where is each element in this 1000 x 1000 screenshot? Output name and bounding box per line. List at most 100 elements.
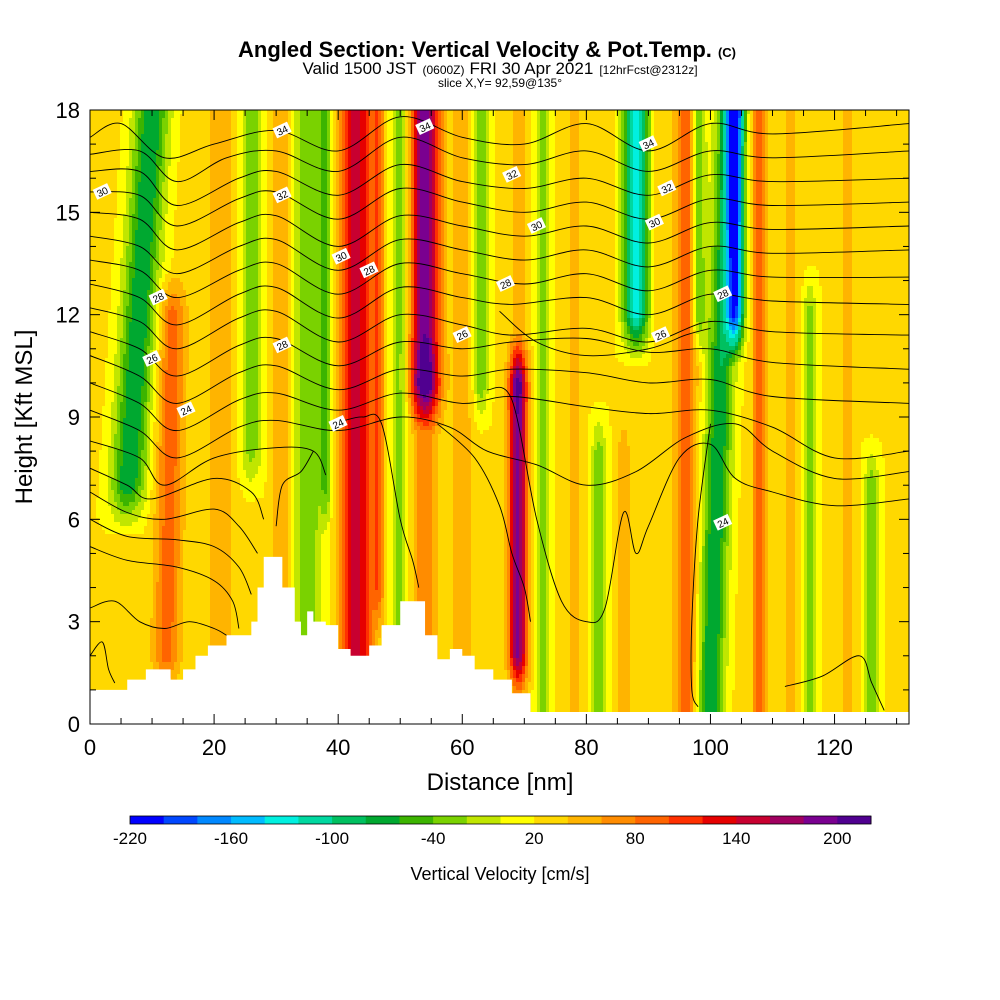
- heatmap-cell: [342, 130, 346, 135]
- heatmap-cell: [558, 118, 562, 123]
- heatmap-cell: [450, 122, 454, 127]
- heatmap-cell: [522, 110, 526, 115]
- heatmap-cell: [540, 122, 544, 127]
- heatmap-cell: [642, 130, 646, 135]
- heatmap-cell: [192, 110, 196, 115]
- heatmap-cell: [522, 118, 526, 123]
- heatmap-cell: [318, 142, 322, 147]
- heatmap-cell: [672, 130, 676, 135]
- heatmap-cell: [822, 126, 826, 131]
- heatmap-cell: [807, 114, 811, 119]
- heatmap-cell: [231, 114, 235, 119]
- heatmap-cell: [435, 122, 439, 127]
- heatmap-cell: [267, 142, 271, 147]
- heatmap-cell: [180, 126, 184, 131]
- heatmap-cell: [546, 122, 550, 127]
- heatmap-cell: [300, 114, 304, 119]
- heatmap-cell: [573, 126, 577, 131]
- heatmap-cell: [144, 138, 148, 143]
- heatmap-cell: [816, 138, 820, 143]
- heatmap-cell: [615, 122, 619, 127]
- heatmap-cell: [246, 126, 250, 131]
- heatmap-cell: [639, 130, 643, 135]
- heatmap-cell: [591, 114, 595, 119]
- heatmap-cell: [741, 130, 745, 135]
- heatmap-cell: [735, 138, 739, 143]
- heatmap-cell: [168, 122, 172, 127]
- heatmap-cell: [633, 126, 637, 131]
- heatmap-cell: [531, 126, 535, 131]
- heatmap-cell: [405, 130, 409, 135]
- heatmap-cell: [402, 118, 406, 123]
- heatmap-cell: [306, 122, 310, 127]
- heatmap-cell: [462, 122, 466, 127]
- heatmap-cell: [873, 122, 877, 127]
- heatmap-cell: [141, 142, 145, 147]
- heatmap-cell: [438, 114, 442, 119]
- heatmap-cell: [186, 142, 190, 147]
- heatmap-cell: [291, 134, 295, 139]
- heatmap-cell: [219, 118, 223, 123]
- heatmap-cell: [477, 130, 481, 135]
- heatmap-cell: [711, 126, 715, 131]
- heatmap-cell: [495, 134, 499, 139]
- subtitle-valid: Valid 1500 JST: [302, 59, 416, 78]
- heatmap-cell: [858, 138, 862, 143]
- heatmap-cell: [450, 118, 454, 123]
- heatmap-cell: [348, 130, 352, 135]
- heatmap-cell: [861, 134, 865, 139]
- heatmap-cell: [876, 138, 880, 143]
- heatmap-cell: [321, 118, 325, 123]
- heatmap-cell: [597, 138, 601, 143]
- heatmap-cell: [267, 110, 271, 115]
- heatmap-cell: [255, 138, 259, 143]
- heatmap-cell: [615, 118, 619, 123]
- heatmap-cell: [774, 126, 778, 131]
- heatmap-cell: [669, 118, 673, 123]
- heatmap-cell: [213, 134, 217, 139]
- heatmap-cell: [717, 134, 721, 139]
- heatmap-cell: [312, 134, 316, 139]
- heatmap-cell: [207, 118, 211, 123]
- heatmap-cell: [561, 138, 565, 143]
- heatmap-cell: [393, 142, 397, 147]
- heatmap-cell: [321, 110, 325, 115]
- heatmap-cell: [642, 110, 646, 115]
- heatmap-cell: [345, 138, 349, 143]
- heatmap-cell: [786, 126, 790, 131]
- heatmap-cell: [723, 138, 727, 143]
- heatmap-cell: [465, 122, 469, 127]
- heatmap-cell: [261, 134, 265, 139]
- heatmap-cell: [198, 122, 202, 127]
- heatmap-cell: [441, 114, 445, 119]
- heatmap-cell: [573, 118, 577, 123]
- heatmap-cell: [102, 138, 106, 143]
- heatmap-cell: [660, 122, 664, 127]
- heatmap-cell: [549, 138, 553, 143]
- heatmap-cell: [138, 114, 142, 119]
- heatmap-cell: [432, 114, 436, 119]
- heatmap-cell: [675, 126, 679, 131]
- heatmap-cell: [744, 114, 748, 119]
- heatmap-cell: [903, 118, 907, 123]
- heatmap-cell: [492, 118, 496, 123]
- heatmap-cell: [330, 130, 334, 135]
- heatmap-cell: [138, 122, 142, 127]
- heatmap-cell: [345, 114, 349, 119]
- heatmap-cell: [240, 142, 244, 147]
- heatmap-cell: [471, 122, 475, 127]
- heatmap-cell: [225, 130, 229, 135]
- heatmap-cell: [429, 138, 433, 143]
- heatmap-cell: [477, 126, 481, 131]
- heatmap-cell: [906, 118, 909, 123]
- heatmap-cell: [399, 138, 403, 143]
- heatmap-cell: [702, 126, 706, 131]
- heatmap-cell: [405, 126, 409, 131]
- heatmap-cell: [639, 138, 643, 143]
- heatmap-cell: [264, 142, 268, 147]
- heatmap-cell: [603, 118, 607, 123]
- heatmap-cell: [894, 134, 898, 139]
- heatmap-cell: [330, 114, 334, 119]
- heatmap-cell: [801, 110, 805, 115]
- heatmap-cell: [306, 138, 310, 143]
